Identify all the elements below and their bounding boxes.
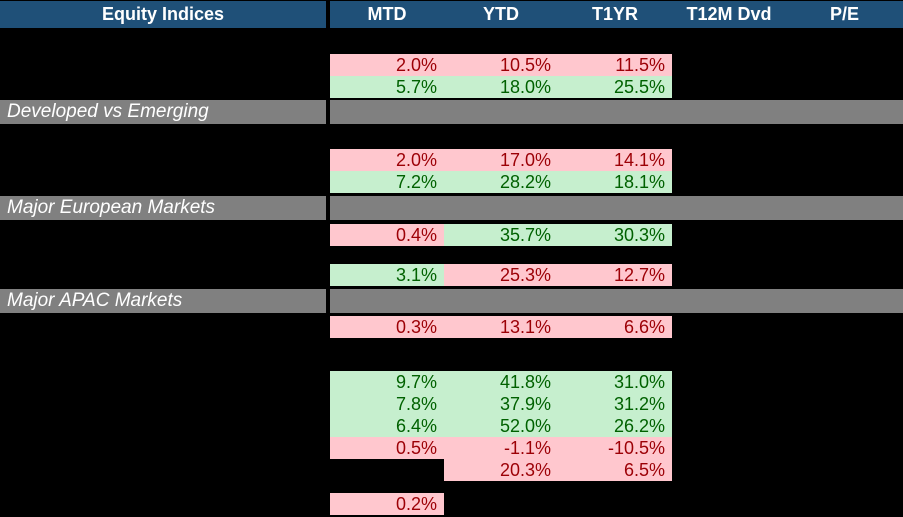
cell-mtd: 6.4% — [330, 415, 444, 437]
cell-t1yr: 6.5% — [558, 459, 672, 481]
cell-ytd: -1.1% — [444, 437, 558, 459]
row-spacer — [0, 338, 903, 371]
cell-ytd: 20.3% — [444, 459, 558, 481]
cell-t1yr: 6.6% — [558, 316, 672, 338]
cell-mtd: 7.8% — [330, 393, 444, 415]
section-row: Major APAC Markets — [0, 289, 903, 313]
table-row: 2.0% 17.0% 14.1% — [330, 149, 903, 171]
cell-t1yr: 14.1% — [558, 149, 672, 171]
section-title: Developed vs Emerging — [0, 100, 326, 124]
cell-t1yr: 12.7% — [558, 264, 672, 286]
cell-t1yr: 11.5% — [558, 54, 672, 76]
section-title: Major European Markets — [0, 196, 326, 220]
cell-mtd: 7.2% — [330, 171, 444, 193]
cell-ytd: 41.8% — [444, 371, 558, 393]
cell-ytd: 10.5% — [444, 54, 558, 76]
cell-t1yr: 18.1% — [558, 171, 672, 193]
cell-mtd: 2.0% — [330, 149, 444, 171]
cell-ytd — [444, 493, 558, 515]
cell-mtd: 5.7% — [330, 76, 444, 98]
cell-ytd: 25.3% — [444, 264, 558, 286]
cell-mtd: 0.4% — [330, 224, 444, 246]
cell-mtd: 3.1% — [330, 264, 444, 286]
table-row: 7.8% 37.9% 31.2% — [330, 393, 903, 415]
cell-mtd — [330, 459, 444, 481]
table-body: 2.0% 10.5% 11.5% 5.7% 18.0% 25.5% Developed vs… — [0, 28, 903, 515]
table-row: 20.3% 6.5% — [330, 459, 903, 481]
header-title-cell: Equity Indices — [0, 1, 326, 28]
table-row: 9.7% 41.8% 31.0% — [330, 371, 903, 393]
cell-mtd: 9.7% — [330, 371, 444, 393]
column-header-mtd: MTD — [367, 4, 407, 24]
cell-t1yr: 31.2% — [558, 393, 672, 415]
row-spacer — [0, 481, 903, 493]
table-row: 0.5% -1.1% -10.5% — [330, 437, 903, 459]
table-row: 2.0% 10.5% 11.5% — [330, 54, 903, 76]
row-spacer — [0, 124, 903, 149]
cell-t1yr: 25.5% — [558, 76, 672, 98]
cell-t1yr: 30.3% — [558, 224, 672, 246]
row-spacer — [0, 246, 903, 264]
cell-t1yr: 31.0% — [558, 371, 672, 393]
cell-ytd: 37.9% — [444, 393, 558, 415]
column-header-ytd: YTD — [483, 4, 519, 24]
cell-mtd: 2.0% — [330, 54, 444, 76]
table-row: 3.1% 25.3% 12.7% — [330, 264, 903, 286]
column-header-t1yr: T1YR — [591, 4, 638, 24]
cell-ytd: 18.0% — [444, 76, 558, 98]
cell-t1yr — [558, 493, 672, 515]
cell-ytd: 13.1% — [444, 316, 558, 338]
cell-ytd: 52.0% — [444, 415, 558, 437]
table-row: 5.7% 18.0% 25.5% — [330, 76, 903, 98]
section-bar — [330, 100, 903, 124]
table-row: 7.2% 28.2% 18.1% — [330, 171, 903, 193]
header-columns: MTD YTD T1YR T12M Dvd P/E — [330, 1, 903, 28]
section-row: Major European Markets — [0, 196, 903, 220]
row-spacer — [0, 28, 903, 54]
section-row: Developed vs Emerging — [0, 100, 903, 124]
cell-ytd: 35.7% — [444, 224, 558, 246]
section-title: Major APAC Markets — [0, 289, 326, 313]
section-bar — [330, 196, 903, 220]
cell-mtd: 0.2% — [330, 493, 444, 515]
table-row: 0.3% 13.1% 6.6% — [330, 316, 903, 338]
cell-ytd: 28.2% — [444, 171, 558, 193]
column-header-pe: P/E — [829, 4, 859, 24]
table-title: Equity Indices — [101, 4, 225, 24]
cell-t1yr: -10.5% — [558, 437, 672, 459]
table-header: Equity Indices MTD YTD T1YR T12M Dvd P/E — [0, 1, 903, 28]
cell-ytd: 17.0% — [444, 149, 558, 171]
column-header-t12m-dvd: T12M Dvd — [686, 4, 772, 24]
section-bar — [330, 289, 903, 313]
cell-t1yr: 26.2% — [558, 415, 672, 437]
table-row: 0.4% 35.7% 30.3% — [330, 224, 903, 246]
table-row: 6.4% 52.0% 26.2% — [330, 415, 903, 437]
cell-mtd: 0.3% — [330, 316, 444, 338]
table-row: 0.2% — [330, 493, 903, 515]
cell-mtd: 0.5% — [330, 437, 444, 459]
